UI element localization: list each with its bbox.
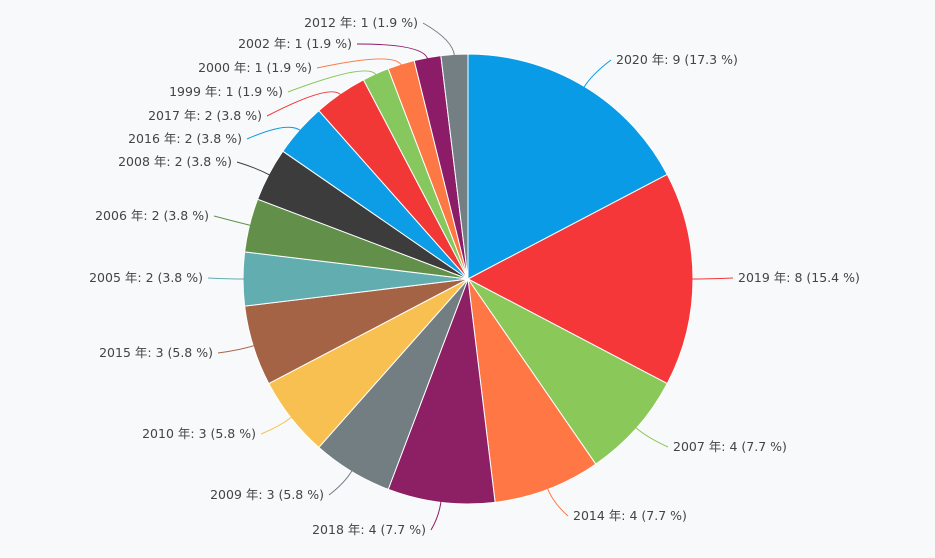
slice-label-2009: 2009 年: 3 (5.8 %) [210, 487, 324, 502]
slice-label-2017: 2017 年: 2 (3.8 %) [148, 108, 262, 123]
leader-line-2012 [422, 22, 455, 57]
leader-line-1999 [287, 70, 377, 93]
slice-label-2010: 2010 年: 3 (5.8 %) [142, 426, 256, 441]
pie-slices [242, 53, 694, 505]
leader-line-2002 [356, 43, 429, 60]
slice-label-2005: 2005 年: 2 (3.8 %) [89, 270, 203, 285]
leader-line-2016 [246, 126, 302, 140]
leader-line-2020 [582, 59, 612, 89]
leader-line-2019 [690, 277, 734, 280]
slice-label-2019: 2019 年: 8 (15.4 %) [738, 270, 860, 285]
leader-line-2008 [236, 161, 271, 176]
slice-label-1999: 1999 年: 1 (1.9 %) [169, 84, 283, 99]
slice-label-2012: 2012 年: 1 (1.9 %) [304, 15, 418, 30]
leader-line-2009 [328, 469, 354, 496]
slice-labels: 2020 年: 9 (17.3 %) 2019 年: 8 (15.4 %) 2007… [89, 15, 860, 537]
leader-line-2015 [217, 344, 256, 354]
slice-label-2000: 2000 年: 1 (1.9 %) [198, 60, 312, 75]
leader-line-2014 [546, 487, 569, 517]
slice-label-2020: 2020 年: 9 (17.3 %) [616, 52, 738, 67]
leader-line-2018 [430, 500, 442, 531]
leader-line-2006 [213, 215, 252, 227]
slice-label-2014: 2014 年: 4 (7.7 %) [573, 508, 687, 523]
slice-label-2008: 2008 年: 2 (3.8 %) [118, 154, 232, 169]
leader-line-2017 [266, 91, 342, 117]
slice-label-2006: 2006 年: 2 (3.8 %) [95, 208, 209, 223]
leader-line-2010 [260, 416, 293, 435]
slice-label-2015: 2015 年: 3 (5.8 %) [99, 345, 213, 360]
leader-line-2000 [316, 58, 403, 69]
leader-line-2007 [634, 426, 669, 448]
slice-label-2016: 2016 年: 2 (3.8 %) [128, 131, 242, 146]
slice-label-2018: 2018 年: 4 (7.7 %) [312, 522, 426, 537]
leader-line-2005 [207, 277, 246, 280]
slice-label-2002: 2002 年: 1 (1.9 %) [238, 36, 352, 51]
leader-lines [207, 22, 734, 531]
slice-label-2007: 2007 年: 4 (7.7 %) [673, 439, 787, 454]
